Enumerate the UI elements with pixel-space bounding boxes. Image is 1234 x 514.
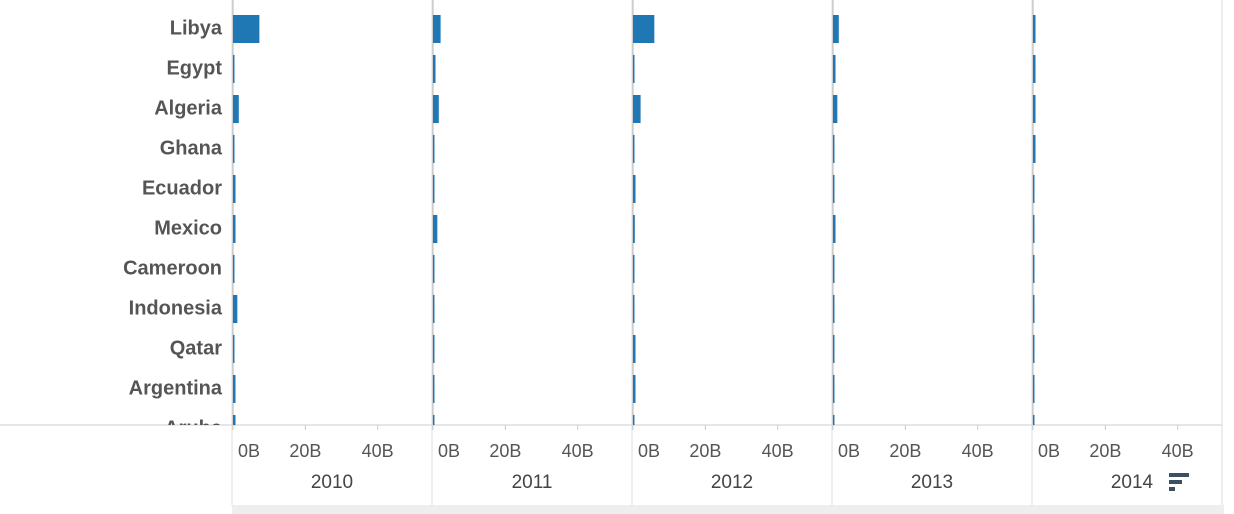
x-tick-label: 20B	[689, 441, 721, 461]
bar	[833, 15, 839, 43]
x-tick-label: 0B	[838, 441, 860, 461]
x-tick-label: 0B	[1038, 441, 1060, 461]
bar	[833, 255, 835, 283]
bar	[1033, 55, 1036, 83]
bar	[433, 215, 438, 243]
category-label: Algeria	[154, 97, 223, 119]
bar	[233, 255, 235, 283]
bar	[633, 415, 635, 425]
rows: Libya Egypt Algeria Ghana Ecuador Mexico Camer…	[123, 0, 1036, 439]
bar	[433, 375, 435, 403]
bar	[1033, 135, 1036, 163]
category-label: Argentina	[129, 377, 223, 399]
category-label: Indonesia	[129, 297, 223, 319]
bar	[233, 15, 260, 43]
bar	[633, 135, 635, 163]
bar	[633, 215, 635, 243]
bar	[233, 135, 235, 163]
bar	[633, 295, 635, 323]
x-tick-label: 20B	[889, 441, 921, 461]
x-tick-label: 0B	[438, 441, 460, 461]
sort-icon[interactable]	[1169, 473, 1189, 491]
bar	[433, 335, 435, 363]
category-label: Egypt	[166, 57, 222, 79]
x-tick-label: 40B	[562, 441, 594, 461]
x-tick-label: 40B	[362, 441, 394, 461]
bar	[833, 215, 836, 243]
bar	[233, 415, 236, 425]
bar	[1033, 295, 1035, 323]
bar	[833, 335, 835, 363]
bar	[1033, 335, 1035, 363]
panel-label: 2013	[911, 472, 953, 493]
category-label: Mexico	[154, 217, 222, 239]
bar	[233, 55, 235, 83]
x-tick-label: 0B	[638, 441, 660, 461]
bar	[233, 375, 236, 403]
bar	[433, 135, 435, 163]
bar	[833, 375, 835, 403]
panel-label: 2012	[711, 472, 753, 493]
bar	[833, 415, 835, 425]
category-label: Qatar	[170, 337, 222, 359]
bar	[233, 175, 236, 203]
x-tick-label: 40B	[962, 441, 994, 461]
x-tick-label: 0B	[238, 441, 260, 461]
bar	[633, 175, 636, 203]
bar	[833, 95, 838, 123]
category-label: Ghana	[160, 137, 223, 159]
category-label: Libya	[170, 17, 223, 39]
bar	[433, 15, 441, 43]
bar	[633, 95, 641, 123]
bar	[433, 415, 435, 425]
bar	[1033, 215, 1035, 243]
x-tick-label: 20B	[289, 441, 321, 461]
bar	[633, 255, 635, 283]
bar	[433, 55, 436, 83]
bar	[833, 55, 836, 83]
bar	[233, 335, 235, 363]
bar	[1033, 375, 1035, 403]
panel-label: 2011	[512, 472, 553, 493]
panel-label: 2014	[1111, 472, 1154, 493]
category-label: Aruba	[164, 417, 223, 439]
x-tick-label: 20B	[1089, 441, 1121, 461]
bar	[833, 135, 835, 163]
bar	[1033, 175, 1035, 203]
bar	[433, 175, 435, 203]
bar	[1033, 95, 1036, 123]
bar	[233, 215, 236, 243]
x-tick-label: 40B	[762, 441, 794, 461]
bar	[833, 175, 835, 203]
bar	[633, 375, 636, 403]
bar	[233, 295, 238, 323]
bar	[1033, 415, 1035, 425]
category-label: Cameroon	[123, 257, 222, 279]
bar	[433, 95, 439, 123]
x-tick-label: 40B	[1162, 441, 1194, 461]
category-label: Ecuador	[142, 177, 222, 199]
bar	[633, 15, 655, 43]
panel-label: 2010	[311, 472, 353, 493]
bar	[1033, 15, 1036, 43]
bar	[433, 295, 435, 323]
bar	[633, 55, 635, 83]
bar	[833, 295, 835, 323]
bar	[1033, 255, 1035, 283]
x-tick-label: 20B	[489, 441, 521, 461]
bar	[233, 95, 239, 123]
scroll-strip	[232, 505, 1224, 514]
bar	[633, 335, 636, 363]
bar	[433, 255, 435, 283]
